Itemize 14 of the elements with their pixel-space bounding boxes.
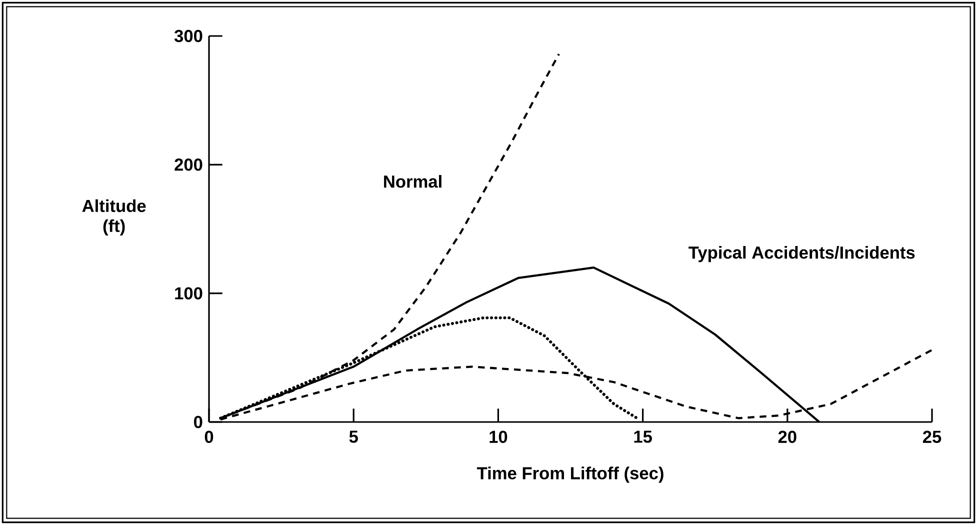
- y-axis-title: Altitude (ft): [82, 199, 146, 236]
- annotation: Typical Accidents/Incidents: [688, 246, 915, 262]
- x-tick-label: 5: [349, 430, 358, 443]
- text: Normal: [384, 175, 442, 188]
- x-tick-label: 0: [204, 430, 214, 443]
- y-tick-label: 200: [174, 158, 202, 171]
- x-tick-label: 10: [490, 430, 508, 443]
- x-tick-label: 25: [922, 430, 942, 443]
- y-tick-label: 300: [174, 30, 202, 42]
- x-axis-title: Time From Liftoff (sec): [476, 466, 664, 483]
- x-tick-label: 20: [778, 430, 796, 443]
- y-tick-label: 0: [194, 416, 202, 428]
- y-tick-label: 100: [175, 287, 202, 300]
- x-tick-label: 15: [634, 430, 652, 443]
